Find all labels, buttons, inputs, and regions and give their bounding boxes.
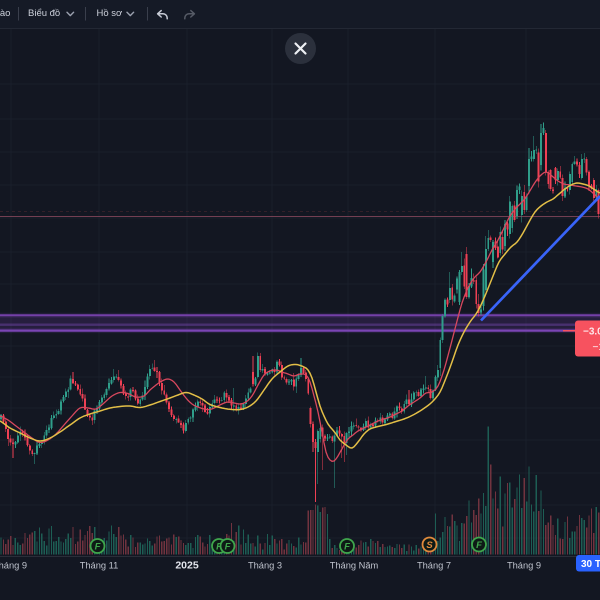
svg-text:−14: −14 xyxy=(593,342,600,353)
svg-text:F: F xyxy=(476,540,482,551)
svg-text:F: F xyxy=(225,542,231,553)
svg-text:2025: 2025 xyxy=(175,560,199,572)
svg-text:Hồ sơ: Hồ sơ xyxy=(97,8,123,19)
svg-text:Vào: Vào xyxy=(0,8,10,19)
svg-text:Tháng 3: Tháng 3 xyxy=(248,561,282,571)
svg-text:S: S xyxy=(426,540,433,551)
svg-text:Tháng 11: Tháng 11 xyxy=(80,561,119,571)
svg-text:Tháng Năm: Tháng Năm xyxy=(330,561,379,571)
svg-text:F: F xyxy=(344,542,350,553)
svg-text:Tháng 9: Tháng 9 xyxy=(0,561,27,571)
svg-text:F: F xyxy=(216,542,222,553)
svg-text:Biểu đồ: Biểu đồ xyxy=(28,8,60,19)
svg-text:−3.06: −3.06 xyxy=(583,327,600,338)
svg-text:Tháng 9: Tháng 9 xyxy=(507,561,541,571)
svg-text:F: F xyxy=(95,542,101,553)
svg-text:Tháng 7: Tháng 7 xyxy=(417,561,451,571)
svg-text:30 TH: 30 TH xyxy=(581,559,600,570)
